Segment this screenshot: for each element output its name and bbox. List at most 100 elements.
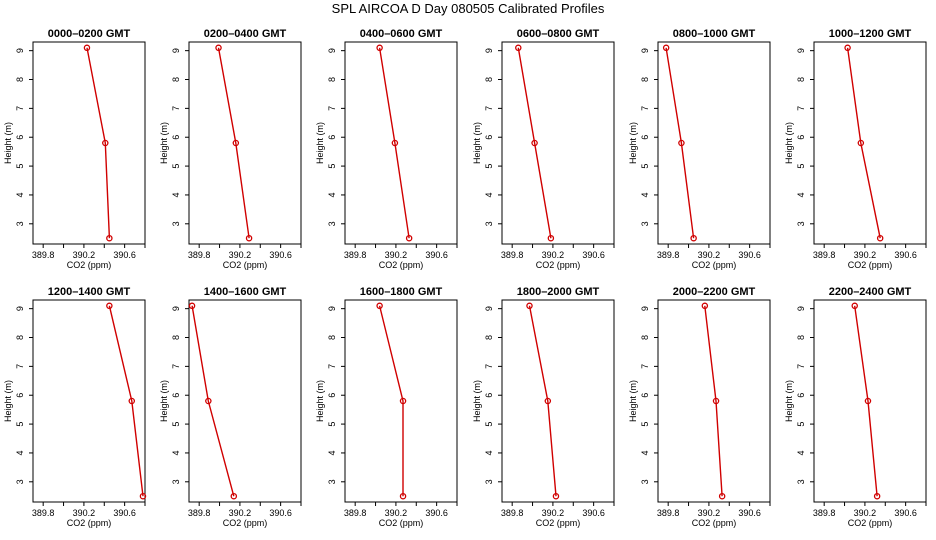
data-point	[405, 234, 413, 242]
y-tick-label: 6	[171, 135, 181, 140]
x-tick-label: 389.8	[32, 250, 55, 260]
data-point	[844, 44, 851, 52]
y-tick-label: 8	[171, 77, 181, 82]
plot-frame	[32, 41, 146, 245]
panel-title: 0200–0400 GMT	[204, 28, 287, 40]
x-tick-label: 390.2	[542, 250, 565, 260]
x-axis-label: CO2 (ppm)	[536, 260, 581, 270]
y-tick-label: 4	[327, 192, 337, 197]
x-tick-label: 389.8	[344, 250, 367, 260]
data-point	[531, 139, 538, 147]
x-tick-label: 390.2	[73, 250, 96, 260]
plot-frame	[188, 41, 302, 245]
plot-frame	[657, 299, 771, 503]
y-tick-label: 3	[327, 221, 337, 226]
y-tick-label: 3	[796, 221, 806, 226]
x-axis-label: CO2 (ppm)	[536, 518, 581, 528]
y-tick-label: 3	[15, 221, 25, 226]
data-point	[718, 492, 726, 500]
y-tick-label: 4	[15, 192, 25, 197]
data-point	[399, 397, 407, 405]
y-axis-label: Height (m)	[3, 380, 13, 422]
panel-title: 1200–1400 GMT	[48, 286, 131, 298]
y-tick-label: 3	[484, 479, 494, 484]
y-axis-label: Height (m)	[3, 122, 13, 164]
y-tick-label: 4	[640, 192, 650, 197]
x-tick-label: 389.8	[188, 250, 211, 260]
profile-line	[854, 305, 878, 497]
y-tick-label: 4	[796, 192, 806, 197]
y-tick-label: 9	[171, 306, 181, 311]
y-tick-label: 8	[484, 77, 494, 82]
y-tick-label: 7	[327, 106, 337, 111]
y-tick-label: 4	[171, 450, 181, 455]
y-tick-label: 9	[327, 306, 337, 311]
data-point	[515, 44, 522, 52]
panel-title: 0400–0600 GMT	[360, 28, 443, 40]
y-tick-label: 8	[327, 77, 337, 82]
x-tick-label: 389.8	[344, 508, 367, 518]
x-tick-label: 390.6	[113, 508, 136, 518]
data-point	[376, 302, 383, 310]
y-tick-label: 8	[171, 335, 181, 340]
y-tick-label: 4	[327, 450, 337, 455]
panel-title: 1000–1200 GMT	[829, 28, 912, 40]
profile-line	[217, 47, 250, 239]
y-tick-label: 4	[640, 450, 650, 455]
x-tick-label: 389.8	[657, 508, 680, 518]
y-tick-label: 8	[640, 335, 650, 340]
y-tick-label: 3	[171, 479, 181, 484]
y-axis-label: Height (m)	[159, 122, 169, 164]
x-axis-label: CO2 (ppm)	[692, 518, 737, 528]
y-tick-label: 6	[796, 393, 806, 398]
y-tick-label: 5	[484, 164, 494, 169]
y-tick-label: 6	[327, 135, 337, 140]
y-tick-label: 4	[171, 192, 181, 197]
y-tick-label: 8	[15, 335, 25, 340]
data-point	[851, 302, 858, 310]
y-tick-label: 7	[640, 364, 650, 369]
profile-line	[665, 47, 695, 239]
y-tick-label: 8	[484, 335, 494, 340]
y-tick-label: 5	[171, 422, 181, 427]
figure-title: SPL AIRCOA D Day 080505 Calibrated Profi…	[332, 1, 605, 16]
y-axis-label: Height (m)	[784, 380, 794, 422]
y-tick-label: 8	[15, 77, 25, 82]
x-axis-label: CO2 (ppm)	[223, 260, 268, 270]
x-tick-label: 390.6	[738, 508, 761, 518]
y-axis-label: Height (m)	[784, 122, 794, 164]
profile-line	[86, 47, 111, 239]
data-point	[391, 139, 399, 147]
y-tick-label: 9	[327, 48, 337, 53]
y-tick-label: 7	[484, 364, 494, 369]
y-tick-label: 5	[15, 164, 25, 169]
plot-frame	[813, 299, 927, 503]
y-tick-label: 9	[171, 48, 181, 53]
y-tick-label: 6	[15, 393, 25, 398]
x-tick-label: 389.8	[501, 508, 524, 518]
y-tick-label: 7	[796, 364, 806, 369]
plot-frame	[813, 41, 927, 245]
plot-frame	[657, 41, 771, 245]
y-tick-label: 3	[484, 221, 494, 226]
profile-line	[704, 305, 723, 497]
x-tick-label: 390.6	[425, 250, 448, 260]
y-tick-label: 9	[640, 306, 650, 311]
data-point	[128, 397, 136, 405]
y-tick-label: 6	[640, 393, 650, 398]
y-tick-label: 9	[15, 48, 25, 53]
y-tick-label: 5	[15, 422, 25, 427]
x-tick-label: 390.2	[385, 250, 408, 260]
panel-title: 0000–0200 GMT	[48, 28, 131, 40]
x-axis-label: CO2 (ppm)	[67, 260, 112, 270]
